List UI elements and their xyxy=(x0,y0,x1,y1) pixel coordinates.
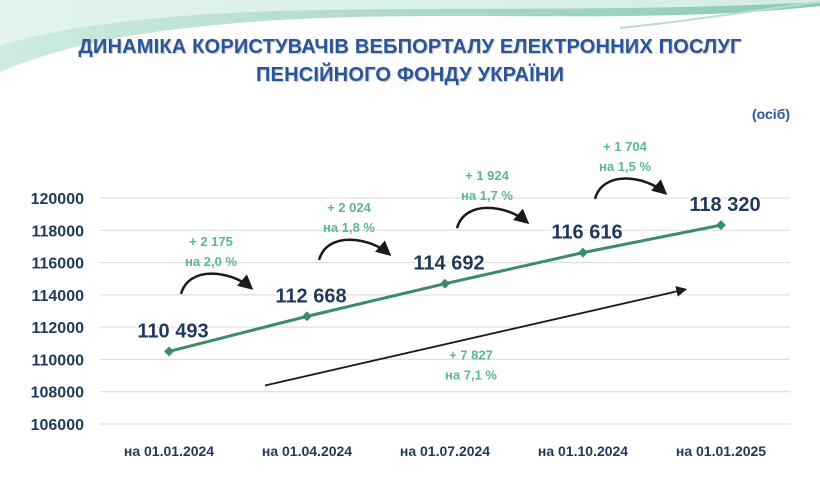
change-percent: на 1,7 % xyxy=(461,188,513,203)
y-tick-label: 118000 xyxy=(31,223,84,240)
change-amount: + 1 924 xyxy=(465,168,510,183)
data-point xyxy=(578,247,588,258)
data-label: 112 668 xyxy=(275,285,346,307)
total-change-percent: на 7,1 % xyxy=(445,367,497,382)
total-change-amount: + 7 827 xyxy=(449,347,493,362)
y-tick-label: 116000 xyxy=(31,256,84,273)
curved-arrow xyxy=(593,177,668,200)
y-tick-label: 120000 xyxy=(31,191,84,208)
change-percent: на 1,5 % xyxy=(599,159,651,174)
change-amount: + 2 024 xyxy=(327,200,372,215)
y-tick-label: 112000 xyxy=(31,320,84,337)
data-label: 110 493 xyxy=(137,320,208,342)
curved-arrow xyxy=(317,238,392,261)
change-amount: + 2 175 xyxy=(189,234,233,249)
change-percent: на 2,0 % xyxy=(185,254,237,269)
data-label: 114 692 xyxy=(413,253,484,275)
data-label: 118 320 xyxy=(689,194,760,216)
x-tick-label: на 01.01.2024 xyxy=(124,443,214,459)
y-tick-label: 114000 xyxy=(31,288,84,305)
chart-title-line1: ДИНАМІКА КОРИСТУВАЧІВ ВЕБПОРТАЛУ ЕЛЕКТРО… xyxy=(78,36,742,58)
data-point xyxy=(716,220,726,231)
x-tick-label: на 01.01.2025 xyxy=(676,443,766,459)
unit-label: (осіб) xyxy=(751,106,790,122)
change-percent: на 1,8 % xyxy=(323,220,375,235)
x-tick-label: на 01.07.2024 xyxy=(400,443,490,459)
data-point xyxy=(302,311,312,322)
curved-arrow xyxy=(455,206,530,229)
y-tick-label: 110000 xyxy=(31,352,84,369)
change-amount: + 1 704 xyxy=(603,139,648,154)
y-tick-label: 108000 xyxy=(31,385,84,402)
chart-title-line2: ПЕНСІЙНОГО ФОНДУ УКРАЇНИ xyxy=(255,64,565,86)
data-point xyxy=(440,278,450,289)
data-point xyxy=(164,346,174,357)
x-tick-label: на 01.04.2024 xyxy=(262,443,352,459)
change-annotations: + 2 175 на 2,0 % + 2 024 на 1,8 % + 1 924 на … xyxy=(179,139,688,387)
x-tick-label: на 01.10.2024 xyxy=(538,443,628,459)
curved-arrow xyxy=(179,272,254,295)
grid-lines xyxy=(100,197,790,425)
total-change-arrow xyxy=(264,286,688,387)
series-users: 110 493 112 668 114 692 116 616 118 320 xyxy=(136,193,762,357)
y-tick-label: 106000 xyxy=(31,417,84,434)
axes: 106000 108000 110000 112000 114000 116000 1180… xyxy=(31,191,767,459)
data-label: 116 616 xyxy=(551,222,622,244)
header-wave xyxy=(0,0,820,72)
